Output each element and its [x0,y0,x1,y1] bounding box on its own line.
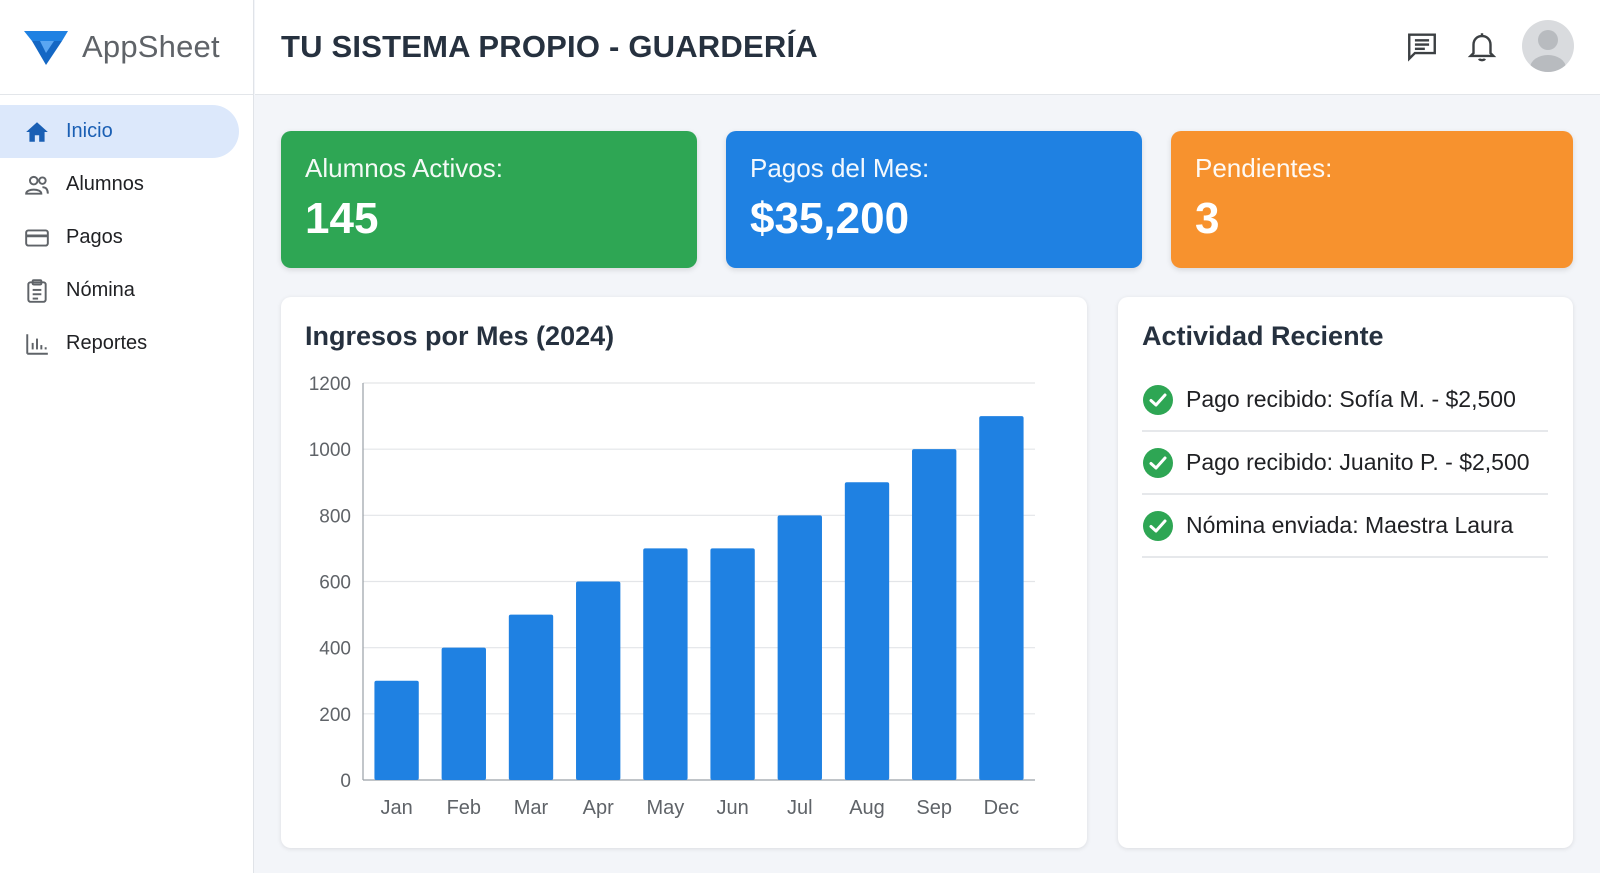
bar [912,449,957,780]
activity-item[interactable]: Pago recibido: Juanito P. - $2,500 [1142,432,1548,495]
sidebar-item-label: Nómina [66,279,135,301]
stat-label: Pendientes: [1195,153,1333,183]
activity-text: Pago recibido: Juanito P. - $2,500 [1186,449,1530,475]
topbar-actions [1382,20,1574,72]
x-tick-label: Dec [984,797,1020,819]
bar [710,548,755,780]
bar [374,680,419,780]
y-tick-label: 1200 [309,374,351,395]
x-tick-label: Jun [716,797,748,819]
check-circle-icon [1143,510,1173,541]
income-bar-chart: 0 200 400 600 800 1000 1200 Jan Feb Mar Apr May Jun J… [309,374,1035,819]
stat-value: 3 [1195,194,1220,243]
sidebar-item-reportes[interactable]: Reportes [0,317,239,370]
sidebar-item-label: Pagos [66,226,123,248]
y-tick-label: 400 [319,639,351,660]
sidebar-item-alumnos[interactable]: Alumnos [0,158,239,211]
stat-value: 145 [305,194,379,243]
y-tick-label: 200 [319,705,351,726]
activity-title: Actividad Reciente [1142,321,1384,351]
stat-card-alumnos-activos[interactable]: Alumnos Activos: 145 [281,131,697,268]
stat-card-pendientes[interactable]: Pendientes: 3 [1171,131,1573,268]
x-tick-label: Feb [447,797,481,819]
credit-card-icon [24,225,50,251]
activity-item[interactable]: Pago recibido: Sofía M. - $2,500 [1142,369,1548,432]
sidebar: AppSheet Inicio Alumnos Pagos [0,0,254,873]
sidebar-item-label: Inicio [66,120,113,142]
bar [643,548,688,780]
stat-value: $35,200 [750,194,910,243]
bell-icon[interactable] [1462,26,1502,66]
home-icon [24,119,50,145]
x-tick-label: Mar [514,797,549,819]
sidebar-nav: Inicio Alumnos Pagos [0,95,253,370]
brand-name: AppSheet [82,29,220,64]
chart-panel: Ingresos por Mes (2024) 0 200 400 600 800 100… [281,297,1087,848]
y-tick-label: 800 [319,506,351,527]
activity-list: Pago recibido: Sofía M. - $2,500 Pago re… [1142,369,1548,558]
x-tick-label: Sep [916,797,952,819]
bar [508,614,554,780]
appsheet-logo-icon [24,31,68,65]
sidebar-item-nomina[interactable]: Nómina [0,264,239,317]
user-avatar-icon[interactable] [1522,20,1574,72]
sidebar-item-inicio[interactable]: Inicio [0,105,239,158]
x-tick-label: May [647,797,685,819]
bar [777,515,822,780]
bar-chart-icon [24,331,50,357]
x-tick-label: Jul [787,797,813,819]
x-tick-label: Aug [849,797,885,819]
clipboard-icon [24,278,50,304]
brand[interactable]: AppSheet [0,0,253,95]
activity-text: Nómina enviada: Maestra Laura [1186,512,1514,538]
topbar: TU SISTEMA PROPIO - GUARDERÍA [255,0,1600,95]
chat-icon[interactable] [1402,26,1442,66]
y-tick-label: 0 [340,771,351,792]
sidebar-item-label: Alumnos [66,173,144,195]
x-tick-label: Apr [583,797,614,819]
check-circle-icon [1143,447,1173,478]
activity-item[interactable]: Nómina enviada: Maestra Laura [1142,495,1548,558]
stat-label: Alumnos Activos: [305,153,503,183]
activity-text: Pago recibido: Sofía M. - $2,500 [1186,386,1516,412]
stat-label: Pagos del Mes: [750,153,930,183]
bar [441,647,486,780]
sidebar-item-pagos[interactable]: Pagos [0,211,239,264]
y-tick-label: 1000 [309,440,351,461]
x-tick-label: Jan [380,797,412,819]
check-circle-icon [1143,384,1173,415]
y-tick-label: 600 [319,573,351,594]
page-title: TU SISTEMA PROPIO - GUARDERÍA [281,29,818,64]
people-icon [24,172,50,198]
bar [844,482,890,780]
bar [576,581,621,780]
bar [979,416,1024,780]
sidebar-item-label: Reportes [66,332,148,354]
activity-panel: Actividad Reciente Pago recibido: Sofía … [1118,297,1573,848]
stat-card-pagos-del-mes[interactable]: Pagos del Mes: $35,200 [726,131,1142,268]
chart-title: Ingresos por Mes (2024) [305,321,615,351]
